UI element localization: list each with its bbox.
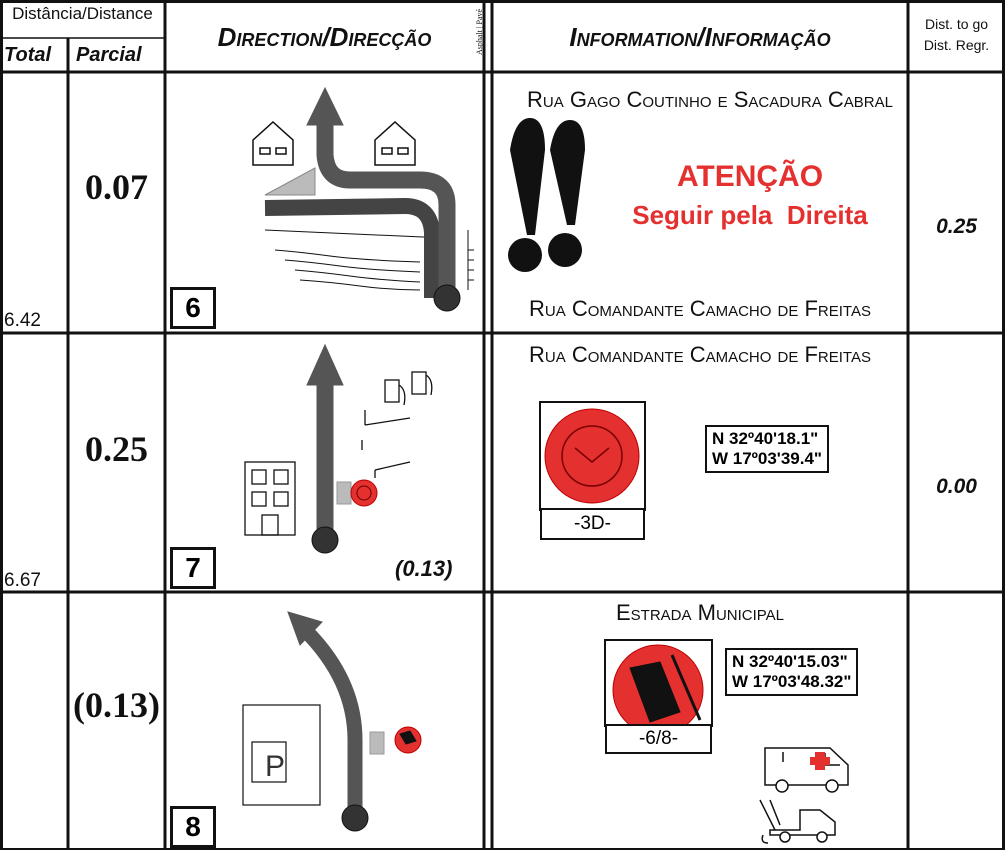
graphic-polygon xyxy=(306,86,344,126)
graphic-path xyxy=(399,730,417,745)
latitude: N 32º40'18.1" xyxy=(712,429,819,448)
graphic-circle xyxy=(311,526,339,554)
coordinates: N 32º40'18.1" W 17º03'39.4" xyxy=(705,425,829,473)
graphic-rect xyxy=(251,469,267,485)
latitude: N 32º40'15.03" xyxy=(732,652,848,671)
tulip-7 xyxy=(244,343,433,554)
longitude: W 17º03'48.32" xyxy=(732,672,852,691)
street: Estrada Municipal xyxy=(615,600,785,625)
graphic-circle xyxy=(548,233,582,267)
dist-to-go-header: Dist. to go Dist. Regr. xyxy=(908,14,1005,56)
graphic-circle xyxy=(775,779,789,793)
graphic-g xyxy=(252,120,416,166)
partial: 0.25 xyxy=(85,429,148,469)
surface-asphalt: Asphalt xyxy=(475,30,484,55)
graphic-rect xyxy=(261,514,279,536)
box-number: 7 xyxy=(170,547,216,589)
box-number: 8 xyxy=(170,806,216,848)
graphic-rect xyxy=(251,491,267,507)
note: (0.13) xyxy=(395,556,453,581)
graphic-path xyxy=(374,120,416,166)
longitude: W 17º03'39.4" xyxy=(712,449,822,468)
information-header: Information/Informação xyxy=(569,22,831,52)
dist-to-go-pt: Dist. Regr. xyxy=(923,37,990,53)
graphic-rect xyxy=(242,704,321,806)
graphic-path xyxy=(510,118,545,235)
graphic-path xyxy=(361,410,411,478)
graphic-path xyxy=(574,447,610,463)
total: 6.67 xyxy=(4,570,41,591)
graphic-path xyxy=(398,374,433,406)
dist-to-go: 0.00 xyxy=(936,475,977,498)
graphic-polygon xyxy=(306,343,344,386)
dist-to-go-en: Dist. to go xyxy=(924,16,989,32)
exclamation-icon xyxy=(508,118,585,272)
graphic-circle xyxy=(433,284,461,312)
graphic-polygon xyxy=(287,611,323,646)
graphic-rect xyxy=(336,481,352,505)
graphic-circle xyxy=(508,238,542,272)
graphic-circle xyxy=(350,479,378,507)
street: Rua Comandante Camacho de Freitas xyxy=(529,296,871,321)
parking-sign: P xyxy=(265,750,286,783)
sign-label: -6/8- xyxy=(605,724,712,754)
graphic-path xyxy=(316,118,456,298)
distance-header: Distância/Distance xyxy=(12,4,153,23)
graphic-rect xyxy=(384,379,400,403)
graphic-rect xyxy=(369,731,385,755)
graphic-polygon xyxy=(264,167,316,196)
coordinates: N 32º40'15.03" W 17º03'48.32" xyxy=(725,648,859,696)
graphic-path xyxy=(550,120,585,225)
graphic-path xyxy=(264,197,440,298)
graphic-rect xyxy=(273,491,289,507)
box-number: 6 xyxy=(170,287,216,329)
graphic-rect xyxy=(411,371,427,395)
graphic-rect xyxy=(273,469,289,485)
graphic-circle xyxy=(816,831,828,843)
partial: 0.07 xyxy=(85,167,148,207)
graphic-circle xyxy=(341,804,369,832)
graphic-circle xyxy=(561,425,623,487)
graphic-g xyxy=(244,371,433,536)
graphic-path xyxy=(810,752,830,770)
graphic-path xyxy=(299,624,363,818)
graphic-circle xyxy=(825,779,839,793)
tulip-8 xyxy=(242,611,422,832)
surface-header: Asphalt | Pavé xyxy=(475,8,484,55)
total-header: Total xyxy=(4,44,52,66)
graphic-path xyxy=(670,654,702,721)
direction-header: Direction/Direcção xyxy=(217,22,432,52)
sign-label: -3D- xyxy=(540,508,645,540)
graphic-circle xyxy=(356,485,372,501)
tulip-6 xyxy=(252,86,474,312)
sign-3d xyxy=(539,401,646,511)
street: Rua Gago Coutinho e Sacadura Cabral xyxy=(527,87,893,112)
graphic-path xyxy=(629,661,681,723)
sign-68 xyxy=(604,639,713,736)
warning-title: ATENÇÃO xyxy=(676,160,824,193)
graphic-circle xyxy=(544,408,640,504)
graphic-circle xyxy=(779,831,791,843)
graphic-path xyxy=(264,229,474,291)
vehicle-icons xyxy=(759,747,849,844)
dist-to-go: 0.25 xyxy=(936,215,977,238)
graphic-path xyxy=(759,799,836,844)
warning-text: Seguir pela Direita xyxy=(632,200,868,230)
total: 6.42 xyxy=(4,310,41,331)
graphic-path xyxy=(764,747,849,786)
graphic-rect xyxy=(251,741,287,783)
partial-header: Parcial xyxy=(76,44,142,66)
graphic-g xyxy=(264,229,474,291)
surface-pave: Pavé xyxy=(475,8,484,25)
graphic-path xyxy=(252,120,294,166)
partial: (0.13) xyxy=(73,685,160,725)
street: Rua Comandante Camacho de Freitas xyxy=(529,342,871,367)
